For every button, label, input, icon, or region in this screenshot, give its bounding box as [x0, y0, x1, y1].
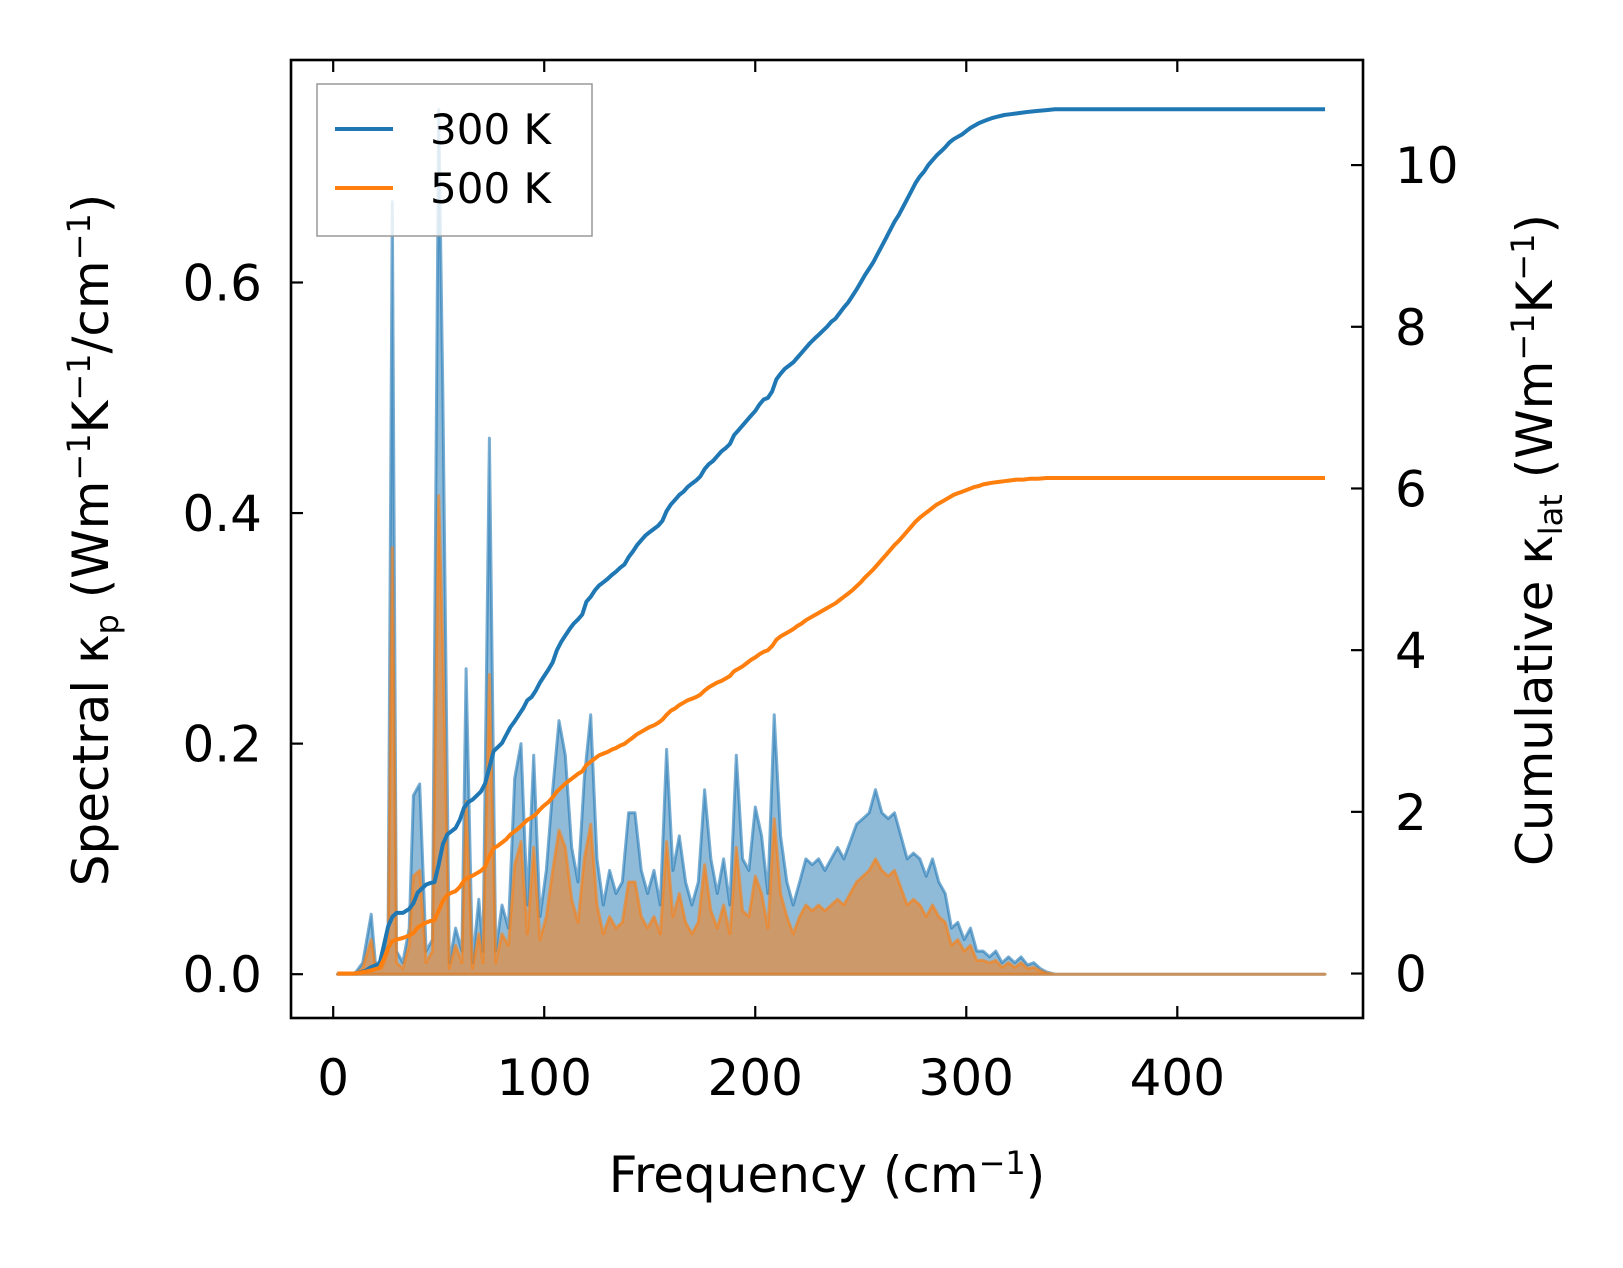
- legend: 300 K 500 K: [316, 83, 593, 237]
- spectral-fills: [335, 108, 1327, 976]
- y-left-tick-label: 0.0: [182, 946, 262, 1004]
- x-axis-label: Frequency (cm−1): [609, 1144, 1046, 1204]
- y-right-tick-label: 0: [1395, 946, 1427, 1004]
- y-axis-left-label: Spectral κp (Wm−1K−1/cm−1): [60, 194, 126, 887]
- plot-frame: [289, 58, 1365, 1020]
- y-axis-right-label: Cumulative κlat (Wm−1K−1): [1504, 214, 1570, 866]
- y-right-tick-label: 6: [1395, 460, 1427, 518]
- series-lines: [337, 107, 1325, 976]
- x-tick-label: 400: [1130, 1049, 1225, 1107]
- x-tick-label: 300: [919, 1049, 1014, 1107]
- y-left-tick-label: 0.6: [182, 254, 262, 312]
- ticks: 0 100 200 300 400 0.0 0.2 0.4 0.6 0 2 4 6 8 10: [182, 60, 1459, 1107]
- y-right-tick-label: 2: [1395, 784, 1427, 842]
- x-tick-label: 0: [317, 1049, 349, 1107]
- cumulative-line-300k: [337, 107, 1325, 976]
- y-left-tick-label: 0.4: [182, 485, 262, 543]
- y-right-tick-label: 4: [1395, 622, 1427, 680]
- legend-label-300k: 300 K: [430, 105, 553, 154]
- legend-box: [316, 83, 593, 237]
- cumulative-line-500k: [337, 476, 1325, 976]
- y-left-tick-label: 0.2: [182, 716, 262, 774]
- x-tick-label: 100: [497, 1049, 592, 1107]
- spectral-area-500k: [335, 494, 1327, 976]
- x-tick-label: 200: [708, 1049, 803, 1107]
- y-right-tick-label: 10: [1395, 137, 1459, 195]
- y-right-tick-label: 8: [1395, 299, 1427, 357]
- legend-label-500k: 500 K: [430, 164, 553, 213]
